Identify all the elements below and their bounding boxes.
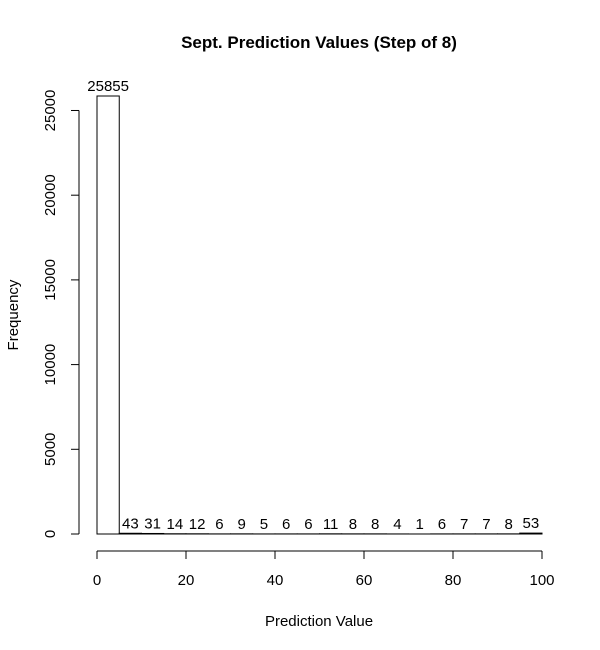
bar-label-17: 7: [482, 516, 490, 533]
bar-label-0: 25855: [87, 78, 129, 95]
bar-label-6: 9: [237, 516, 245, 533]
bar-label-5: 6: [215, 516, 223, 533]
y-tick-label-3: 15000: [42, 259, 59, 301]
bar-label-4: 12: [189, 516, 206, 533]
bar-label-9: 6: [304, 516, 312, 533]
bar-label-12: 8: [371, 516, 379, 533]
y-axis-label: Frequency: [5, 279, 22, 350]
bar-label-8: 6: [282, 516, 290, 533]
x-tick-label-0: 0: [93, 572, 101, 589]
bar-label-18: 8: [504, 516, 512, 533]
bar-label-13: 4: [393, 516, 401, 533]
x-axis-label: Prediction Value: [265, 613, 373, 630]
y-tick-label-5: 25000: [42, 90, 59, 132]
x-tick-label-3: 60: [356, 572, 373, 589]
y-axis: 0 5000 10000 15000 20000 25000: [42, 90, 80, 538]
bar-label-2: 31: [144, 515, 161, 532]
x-tick-label-1: 20: [178, 572, 195, 589]
bar-label-1: 43: [122, 515, 139, 532]
bar-label-7: 5: [260, 516, 268, 533]
bar-label-16: 7: [460, 516, 468, 533]
bar-label-14: 1: [415, 516, 423, 533]
bar-label-10: 11: [323, 516, 339, 533]
bar-label-19: 53: [523, 515, 540, 532]
bar-2: [141, 532, 165, 535]
bar-label-3: 14: [167, 516, 184, 533]
bar-label-15: 6: [438, 516, 446, 533]
x-tick-label-5: 100: [529, 572, 554, 589]
x-tick-label-2: 40: [267, 572, 284, 589]
y-tick-label-1: 5000: [42, 433, 59, 466]
bar-label-11: 8: [349, 516, 357, 533]
bar-1: [118, 532, 142, 535]
y-tick-label-4: 20000: [42, 174, 59, 216]
bar-19: [519, 532, 543, 535]
y-tick-label-0: 0: [42, 530, 59, 538]
y-tick-label-2: 10000: [42, 344, 59, 386]
x-axis: 0 20 40 60 80 100: [93, 550, 555, 589]
bars-group: [96, 95, 543, 535]
x-tick-label-4: 80: [445, 572, 462, 589]
chart-title: Sept. Prediction Values (Step of 8): [181, 33, 457, 52]
bar-0: [96, 95, 120, 535]
